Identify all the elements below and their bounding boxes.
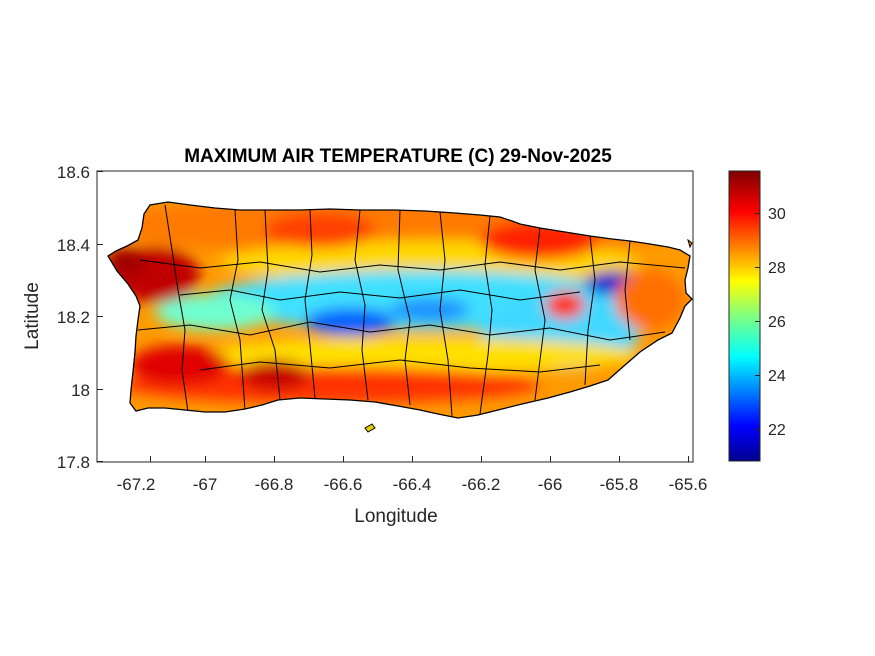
hot-spot-south (240, 360, 310, 390)
x-tick-label: -65.6 (669, 475, 708, 494)
colorbar-labels: 30 28 26 24 22 (768, 206, 786, 439)
x-tick-label: -66.6 (324, 475, 363, 494)
colorbar-label: 26 (768, 314, 786, 331)
band-cyan-west (155, 294, 275, 330)
cool-spot-central-2 (390, 298, 470, 322)
y-tick-labels: 18.6 18.4 18.2 18 17.8 (57, 163, 90, 472)
warm-spot-mideast (545, 291, 585, 319)
x-tick-label: -67.2 (117, 475, 156, 494)
y-tick-label: 18 (71, 381, 90, 400)
x-tick-label: -66.4 (393, 475, 432, 494)
y-tick-label: 18.4 (57, 236, 90, 255)
municipality-boundaries (137, 204, 686, 417)
chart-title: MAXIMUM AIR TEMPERATURE (C) 29-Nov-2025 (184, 146, 612, 167)
y-axis-label: Latitude (22, 282, 43, 350)
y-axis (97, 171, 103, 462)
band-red-south (120, 367, 540, 403)
colorbar (728, 170, 761, 462)
colorbar-label: 28 (768, 260, 786, 277)
colorbar-label: 22 (768, 422, 786, 439)
caja-de-muertos-island (364, 423, 376, 433)
colorbar-label: 24 (768, 368, 786, 385)
x-tick-label: -66.8 (255, 475, 294, 494)
hot-spot-southwest (130, 345, 230, 385)
y-tick-label: 17.8 (57, 453, 90, 472)
x-tick-label: -67 (193, 475, 218, 494)
colorbar-ticks (755, 213, 760, 430)
x-tick-labels: -67.2 -67 -66.8 -66.6 -66.4 -66.2 -66 -6… (117, 475, 708, 494)
y-tick-label: 18.6 (57, 163, 90, 182)
x-tick-label: -65.8 (600, 475, 639, 494)
x-axis-label: Longitude (354, 506, 437, 527)
x-tick-label: -66 (538, 475, 563, 494)
warm-spot-east (615, 270, 685, 330)
x-axis (150, 456, 689, 462)
y-tick-label: 18.2 (57, 308, 90, 327)
warm-spot-north (265, 212, 375, 248)
colorbar-label: 30 (768, 206, 786, 223)
x-tick-label: -66.2 (462, 475, 501, 494)
cayo-island-east (687, 238, 693, 249)
cool-spot-central (305, 308, 395, 336)
